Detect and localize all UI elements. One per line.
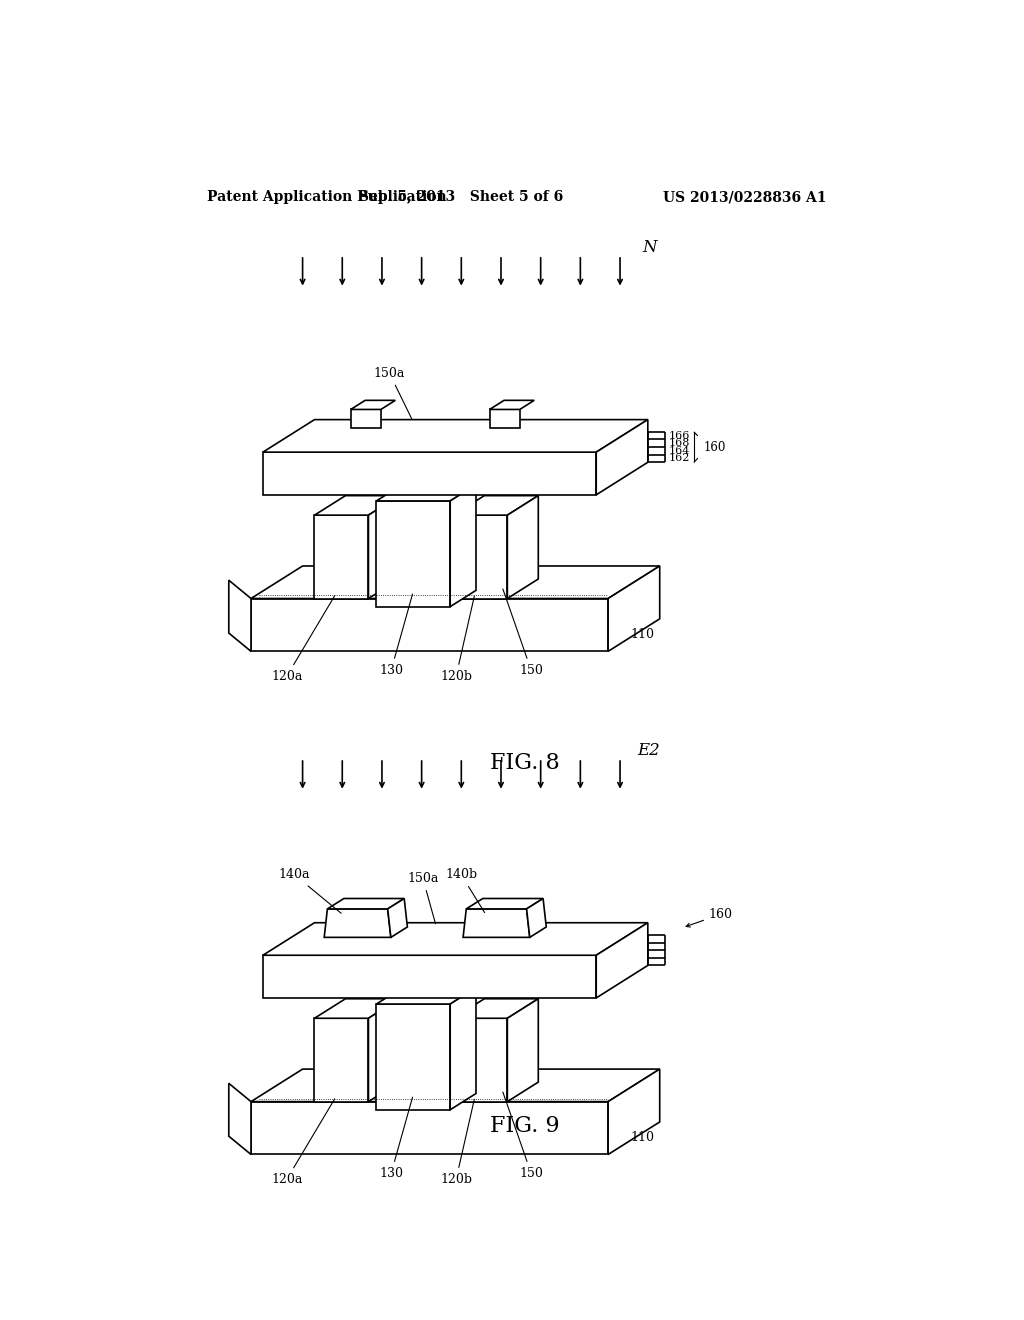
Polygon shape	[451, 987, 476, 1110]
Polygon shape	[369, 495, 399, 598]
Polygon shape	[608, 566, 659, 651]
Polygon shape	[388, 899, 408, 937]
Polygon shape	[489, 409, 520, 428]
Polygon shape	[463, 909, 529, 937]
Text: 168: 168	[669, 438, 690, 449]
Polygon shape	[351, 400, 395, 409]
Polygon shape	[608, 1069, 659, 1155]
Polygon shape	[596, 923, 648, 998]
Text: 130: 130	[379, 594, 413, 677]
Text: Sep. 5, 2013   Sheet 5 of 6: Sep. 5, 2013 Sheet 5 of 6	[359, 190, 563, 205]
Polygon shape	[451, 484, 476, 607]
Polygon shape	[454, 495, 539, 515]
Text: E2: E2	[638, 742, 660, 759]
Text: 140a: 140a	[279, 869, 341, 913]
Text: 110: 110	[631, 628, 654, 642]
Polygon shape	[314, 495, 399, 515]
Polygon shape	[328, 899, 404, 909]
Text: FIG. 9: FIG. 9	[490, 1115, 559, 1137]
Text: FIG. 8: FIG. 8	[489, 752, 560, 774]
Polygon shape	[314, 1018, 369, 1102]
Polygon shape	[228, 1084, 251, 1155]
Text: 120a: 120a	[271, 595, 335, 682]
Polygon shape	[228, 581, 251, 651]
Polygon shape	[251, 598, 608, 651]
Text: 164: 164	[669, 446, 690, 455]
Polygon shape	[351, 409, 381, 428]
Polygon shape	[454, 999, 539, 1018]
Text: 150a: 150a	[408, 873, 438, 924]
Polygon shape	[251, 1069, 659, 1102]
Polygon shape	[489, 400, 535, 409]
Polygon shape	[314, 999, 399, 1018]
Polygon shape	[377, 500, 451, 607]
Text: 160: 160	[686, 908, 733, 927]
Polygon shape	[596, 420, 648, 495]
Text: 160: 160	[703, 441, 726, 454]
Text: 120b: 120b	[440, 1100, 474, 1185]
Polygon shape	[314, 515, 369, 598]
Text: 150: 150	[503, 1092, 543, 1180]
Text: N: N	[642, 239, 656, 256]
Text: 110: 110	[631, 1131, 654, 1144]
Text: 120a: 120a	[271, 1100, 335, 1185]
Text: Patent Application Publication: Patent Application Publication	[207, 190, 447, 205]
Polygon shape	[454, 515, 507, 598]
Text: 140b: 140b	[445, 869, 484, 912]
Polygon shape	[377, 987, 476, 1005]
Text: 120b: 120b	[440, 597, 474, 682]
Text: US 2013/0228836 A1: US 2013/0228836 A1	[663, 190, 826, 205]
Text: 130: 130	[379, 1097, 413, 1180]
Polygon shape	[507, 495, 539, 598]
Polygon shape	[251, 1102, 608, 1155]
Polygon shape	[377, 1005, 451, 1110]
Polygon shape	[263, 420, 648, 453]
Polygon shape	[377, 484, 476, 500]
Polygon shape	[263, 956, 596, 998]
Polygon shape	[466, 899, 543, 909]
Text: 166: 166	[669, 430, 690, 441]
Text: 150: 150	[503, 589, 543, 677]
Polygon shape	[454, 1018, 507, 1102]
Polygon shape	[263, 923, 648, 956]
Text: 150a: 150a	[374, 367, 412, 418]
Polygon shape	[369, 999, 399, 1102]
Polygon shape	[251, 566, 659, 598]
Polygon shape	[325, 909, 391, 937]
Polygon shape	[263, 453, 596, 495]
Text: 162: 162	[669, 454, 690, 463]
Polygon shape	[507, 999, 539, 1102]
Polygon shape	[526, 899, 546, 937]
